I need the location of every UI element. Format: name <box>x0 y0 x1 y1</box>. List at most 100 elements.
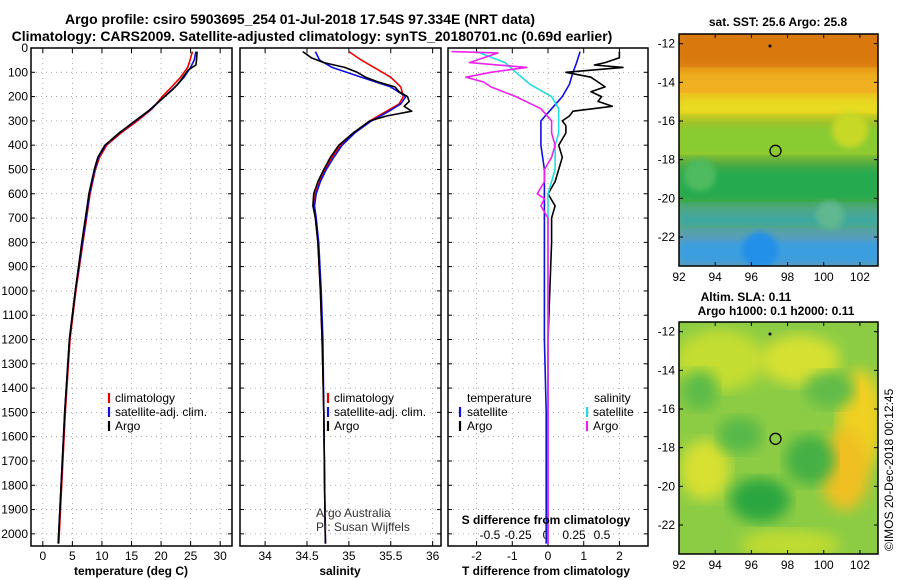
sla-map-title: Altim. SLA: 0.11 <box>701 290 792 304</box>
temperature-series-argo <box>57 51 198 544</box>
depth-tick-label: 500 <box>8 162 28 176</box>
difference-s-tick-label: -0.25 <box>504 528 532 542</box>
depth-tick-label: 1600 <box>1 430 28 444</box>
title-line-1: Argo profile: csiro 5903695_254 01-Jul-2… <box>65 11 535 27</box>
difference-xtick-label: 2 <box>616 549 623 563</box>
sla-xtick-label: 92 <box>672 558 686 572</box>
salinity-legend-label: Argo <box>334 419 360 433</box>
title-line-2: Climatology: CARS2009. Satellite-adjuste… <box>12 28 613 44</box>
difference-s-tick-label: -0.5 <box>480 528 501 542</box>
temperature-xtick-label: 15 <box>125 549 139 563</box>
depth-tick-label: 1400 <box>1 381 28 395</box>
difference-xlabel: T difference from climatology <box>462 564 630 578</box>
salinity-ticks: 34 34.5 35 35.5 36 <box>240 47 441 563</box>
sst-ytick-label: -18 <box>658 153 676 167</box>
salinity-xtick-label: 35 <box>342 549 356 563</box>
depth-tick-label: 0 <box>21 41 28 55</box>
temperature-xtick-label: 25 <box>184 549 198 563</box>
sst-map-image <box>679 34 878 266</box>
sst-dot <box>768 44 772 48</box>
sla-ytick-label: -16 <box>658 402 676 416</box>
sst-xtick-label: 102 <box>850 270 870 284</box>
temperature-panel: 0 5 10 15 20 25 30 temperature (deg C) <box>30 47 233 578</box>
salinity-xtick-label: 34.5 <box>295 549 319 563</box>
temperature-ticks: 0 5 10 15 20 25 30 <box>31 47 232 563</box>
salinity-xtick-label: 36 <box>426 549 440 563</box>
depth-tick-label: 1200 <box>1 333 28 347</box>
depth-tick-label: 300 <box>8 114 28 128</box>
sst-xtick-label: 98 <box>781 270 795 284</box>
salinity-xlabel: salinity <box>319 564 361 578</box>
sst-map: sat. SST: 25.6 Argo: 25.8 92 94 96 98 100 102… <box>658 15 879 284</box>
depth-tick-label: 1300 <box>1 357 28 371</box>
difference-xtick-label: -2 <box>471 549 482 563</box>
temperature-xtick-label: 30 <box>213 549 227 563</box>
salinity-series-climatology <box>312 50 405 544</box>
sla-map-subtitle: Argo h1000: 0.1 h2000: 0.11 <box>698 304 855 318</box>
depth-tick-label: 1000 <box>1 284 28 298</box>
sst-xtick-label: 96 <box>745 270 759 284</box>
temperature-grid <box>31 48 232 546</box>
sla-map-image <box>679 322 878 554</box>
sst-ytick-label: -22 <box>658 230 676 244</box>
s-difference-label: S difference from climatology <box>462 513 631 527</box>
sla-ytick-label: -12 <box>658 325 676 339</box>
sla-xtick-label: 98 <box>781 558 795 572</box>
salinity-legend-label: satellite-adj. clim. <box>334 405 426 419</box>
temperature-legend-label: Argo <box>115 419 141 433</box>
difference-xtick-label: -1 <box>507 549 518 563</box>
difference-legend-label: Argo <box>593 419 619 433</box>
annotation-pi: PI: Susan Wijffels <box>316 520 410 534</box>
sla-xtick-label: 102 <box>850 558 870 572</box>
temperature-legend-label: climatology <box>115 391 175 405</box>
depth-tick-label: 700 <box>8 211 28 225</box>
sst-map-frame <box>678 33 879 267</box>
sst-ytick-label: -12 <box>658 37 676 51</box>
difference-series-salinity-argo <box>451 50 556 544</box>
temperature-series-satellite-adj-clim- <box>57 51 197 544</box>
temperature-xtick-label: 20 <box>154 549 168 563</box>
imos-credit: ©IMOS 20-Dec-2018 00:12:45 <box>882 388 896 551</box>
sst-xtick-label: 92 <box>672 270 686 284</box>
temperature-series-climatology <box>58 51 194 544</box>
difference-legend-label: satellite <box>467 405 508 419</box>
sst-ytick-label: -16 <box>658 114 676 128</box>
sla-ytick-label: -22 <box>658 518 676 532</box>
sla-ytick-label: -14 <box>658 363 676 377</box>
depth-tick-label: 400 <box>8 138 28 152</box>
sst-argo-marker <box>769 144 782 157</box>
depth-tick-label: 1500 <box>1 405 28 419</box>
difference-s-tick-label: 0.25 <box>562 528 586 542</box>
difference-legend-label: Argo <box>467 419 493 433</box>
sla-map: Altim. SLA: 0.11 Argo h1000: 0.1 h2000: … <box>658 290 879 572</box>
temperature-xtick-label: 5 <box>69 549 76 563</box>
sst-map-ticks: 92 94 96 98 100 102 -12 -14 -16 -18 -20 -22 <box>658 34 878 284</box>
salinity-frame <box>239 47 442 547</box>
depth-tick-label: 100 <box>8 65 28 79</box>
difference-legend-heading-salinity: salinity <box>594 391 631 405</box>
temperature-legend-label: satellite-adj. clim. <box>115 405 207 419</box>
salinity-series-satellite-adj-clim- <box>313 51 407 544</box>
salinity-lines <box>302 50 413 544</box>
sla-ytick-label: -20 <box>658 479 676 493</box>
difference-xtick-label: 0 <box>545 549 552 563</box>
depth-tick-label: 600 <box>8 187 28 201</box>
sla-dot <box>768 332 772 336</box>
temperature-xtick-label: 0 <box>39 549 46 563</box>
sst-ytick-label: -14 <box>658 75 676 89</box>
temperature-xtick-label: 10 <box>95 549 109 563</box>
depth-tick-label: 2000 <box>1 527 28 541</box>
annotation-argo-australia: Argo Australia <box>316 506 391 520</box>
difference-xtick-label: 1 <box>580 549 587 563</box>
depth-tick-label: 200 <box>8 90 28 104</box>
difference-legend: temperaturesatelliteArgosalinitysatellit… <box>458 391 634 433</box>
difference-legend-label: satellite <box>593 405 634 419</box>
sla-xtick-label: 94 <box>709 558 723 572</box>
difference-panel: -2 -1 0 1 2-0.5 -0.25 0 0.25 0.5 T difference fr… <box>447 47 649 578</box>
difference-s-tick-label: 0.5 <box>594 528 611 542</box>
difference-lines <box>451 50 624 544</box>
temperature-xlabel: temperature (deg C) <box>74 564 188 578</box>
salinity-xtick-label: 35.5 <box>379 549 403 563</box>
sla-map-frame <box>678 321 879 555</box>
